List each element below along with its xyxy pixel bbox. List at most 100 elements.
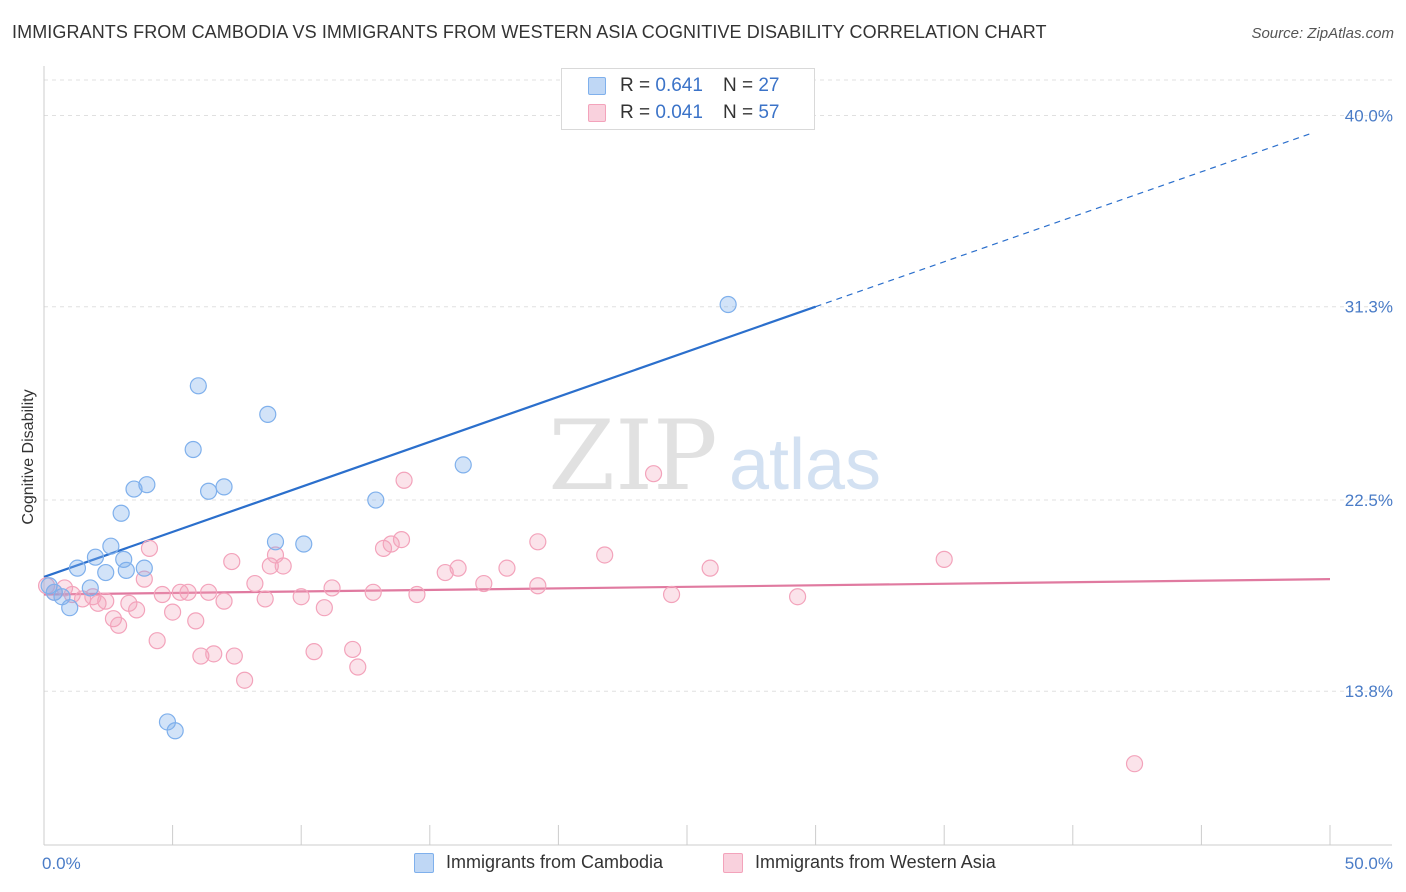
point-cambodia: [61, 599, 79, 617]
point-western-asia: [392, 530, 411, 549]
point-cambodia: [719, 295, 737, 314]
point-cambodia: [97, 563, 115, 582]
tick-labels: 13.8% 22.5% 31.3% 40.0% 0.0% 50.0%: [42, 107, 1393, 873]
point-western-asia: [701, 559, 719, 577]
point-western-asia: [223, 552, 241, 571]
point-western-asia: [63, 585, 81, 604]
chart-title: IMMIGRANTS FROM CAMBODIA VS IMMIGRANTS F…: [12, 22, 1047, 42]
legend-label-western-asia: Immigrants from Western Asia: [755, 852, 996, 872]
point-cambodia: [259, 405, 277, 423]
legend-label-cambodia: Immigrants from Cambodia: [446, 852, 664, 872]
point-western-asia: [395, 471, 413, 489]
point-western-asia: [935, 550, 953, 568]
point-western-asia: [305, 643, 323, 661]
n-label: N =: [722, 75, 754, 96]
point-cambodia: [266, 533, 285, 551]
n-value: 57: [758, 102, 780, 123]
point-cambodia: [200, 482, 218, 500]
y-tick-label: 31.3%: [1345, 298, 1393, 317]
r-label: R =: [620, 102, 651, 123]
point-cambodia: [367, 491, 385, 509]
point-western-asia: [261, 557, 279, 575]
point-western-asia: [382, 535, 400, 553]
point-western-asia: [109, 616, 128, 634]
point-western-asia: [148, 632, 166, 650]
watermark-atlas: atlas: [729, 425, 881, 505]
point-western-asia: [192, 647, 210, 665]
trend-line-cambodia-extension: [815, 132, 1313, 308]
r-value: 0.041: [655, 102, 703, 123]
point-western-asia: [274, 557, 292, 575]
point-western-asia: [529, 577, 547, 595]
legend-item-western-asia[interactable]: Immigrants from Western Asia: [723, 852, 996, 873]
point-western-asia: [164, 603, 182, 621]
point-western-asia: [179, 583, 197, 601]
trend-line-cambodia: [43, 305, 816, 578]
point-cambodia: [184, 440, 202, 459]
point-cambodia: [135, 559, 153, 577]
point-western-asia: [127, 601, 146, 619]
y-tick-label: 13.8%: [1345, 682, 1393, 701]
point-western-asia: [788, 588, 807, 606]
x-tick-label-min: 0.0%: [42, 854, 81, 873]
point-western-asia: [215, 592, 233, 610]
point-western-asia: [97, 592, 115, 610]
point-western-asia: [436, 563, 454, 582]
stats-box: R = 0.641 N = 27 R = 0.041 N = 57: [561, 68, 815, 130]
point-western-asia: [236, 671, 254, 689]
source-label: Source: ZipAtlas.com: [1251, 25, 1394, 42]
point-cambodia: [295, 535, 313, 553]
trend-lines: [43, 132, 1331, 596]
point-western-asia: [256, 590, 274, 608]
point-cambodia: [117, 561, 135, 579]
point-western-asia: [596, 546, 614, 564]
point-cambodia: [81, 579, 99, 597]
point-cambodia: [125, 480, 143, 498]
data-points: [37, 295, 1144, 773]
point-western-asia: [140, 539, 159, 557]
point-western-asia: [323, 579, 341, 597]
stats-swatch-cambodia: [588, 77, 606, 95]
point-western-asia: [475, 574, 493, 593]
point-western-asia: [644, 465, 663, 483]
point-western-asia: [315, 599, 333, 617]
y-tick-label: 40.0%: [1345, 107, 1393, 126]
point-western-asia: [662, 585, 681, 604]
point-western-asia: [364, 583, 382, 601]
gridlines: [44, 79, 1392, 692]
legend: Immigrants from Cambodia Immigrants from…: [0, 850, 1406, 878]
x-tick-label-max: 50.0%: [1345, 854, 1393, 873]
point-cambodia: [68, 559, 87, 577]
point-cambodia: [102, 537, 120, 555]
stats-row-cambodia: R = 0.641 N = 27: [588, 73, 779, 99]
point-western-asia: [408, 585, 426, 604]
watermark: ZIP atlas: [548, 400, 881, 512]
point-western-asia: [1125, 755, 1144, 773]
axes: [43, 66, 1392, 846]
point-cambodia: [189, 377, 207, 395]
point-cambodia: [215, 478, 233, 496]
point-cambodia: [138, 476, 156, 494]
trend-line-western-asia: [43, 578, 1331, 596]
point-western-asia: [200, 583, 218, 601]
point-western-asia: [153, 585, 171, 604]
legend-item-cambodia[interactable]: Immigrants from Cambodia: [414, 852, 663, 873]
point-western-asia: [449, 559, 467, 577]
watermark-zip: ZIP: [548, 400, 717, 512]
n-label: N =: [722, 102, 754, 123]
point-western-asia: [498, 559, 516, 577]
point-cambodia: [112, 504, 130, 522]
point-cambodia: [86, 548, 105, 566]
point-western-asia: [349, 658, 367, 676]
point-cambodia: [454, 456, 472, 474]
point-western-asia: [529, 533, 547, 551]
point-western-asia: [246, 574, 264, 593]
point-cambodia: [115, 550, 133, 568]
y-tick-label: 22.5%: [1345, 491, 1393, 510]
point-western-asia: [205, 645, 223, 663]
stats-row-western-asia: R = 0.041 N = 57: [588, 100, 779, 126]
n-value: 27: [758, 75, 780, 96]
point-western-asia: [292, 588, 310, 606]
r-label: R =: [620, 75, 651, 96]
